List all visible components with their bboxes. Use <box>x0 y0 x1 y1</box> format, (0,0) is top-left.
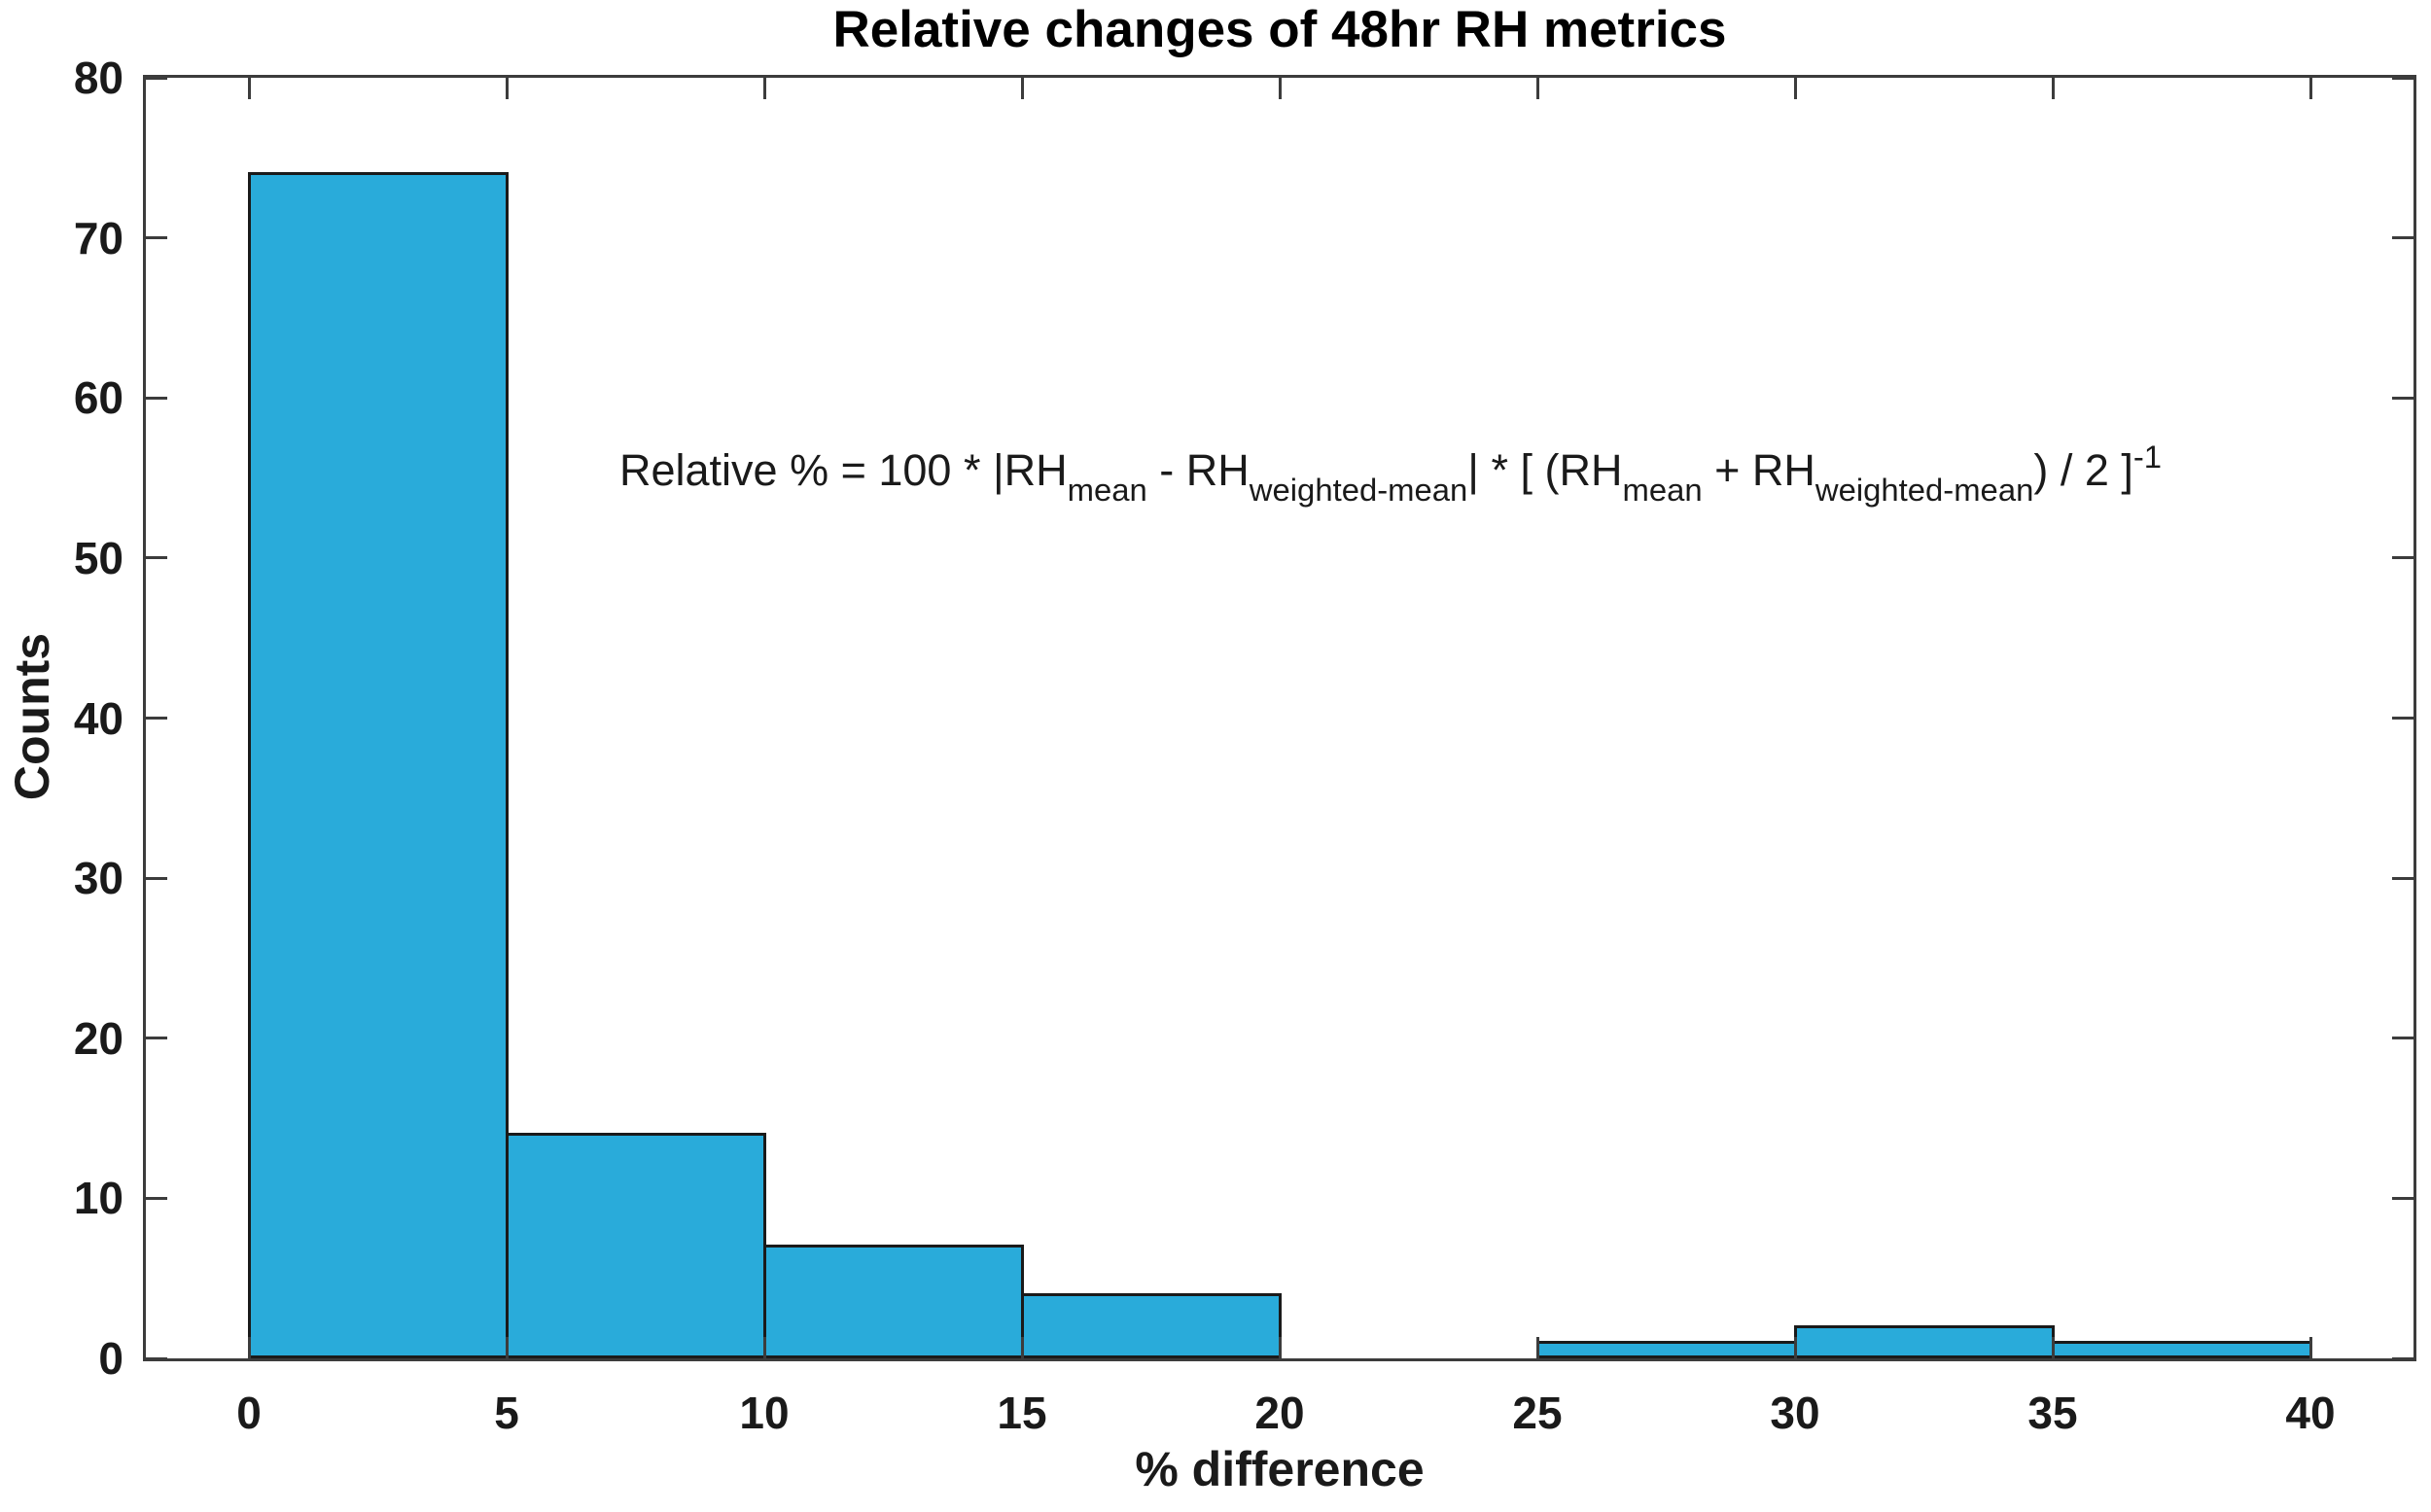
equation-sub: weighted-mean <box>1814 471 2034 508</box>
y-tick-mark-right <box>2392 876 2413 880</box>
equation-text: | * [ (RH <box>1467 445 1623 496</box>
x-tick-label: 0 <box>236 1388 262 1438</box>
histogram-bar <box>505 1133 766 1358</box>
x-tick-mark <box>2051 1337 2055 1358</box>
y-tick-label: 30 <box>73 853 123 904</box>
y-tick-mark <box>146 1356 167 1360</box>
y-tick-mark <box>146 396 167 400</box>
y-tick-label: 70 <box>73 212 123 264</box>
x-tick-mark-top <box>1278 78 1282 99</box>
x-tick-mark <box>247 1337 251 1358</box>
x-tick-mark <box>1020 1337 1024 1358</box>
x-tick-label: 15 <box>997 1388 1047 1438</box>
histogram-bar <box>247 172 509 1358</box>
x-tick-mark-top <box>1535 78 1539 99</box>
y-tick-mark-right <box>2392 1196 2413 1200</box>
equation-sup: -1 <box>2132 439 2163 475</box>
x-tick-label: 35 <box>2027 1388 2078 1438</box>
y-tick-mark-right <box>2392 236 2413 240</box>
chart-title: Relative changes of 48hr RH metrics <box>832 1 1727 58</box>
histogram-bar <box>1793 1324 2055 1358</box>
histogram-bar <box>1535 1341 1797 1358</box>
y-tick-mark-right <box>2392 556 2413 560</box>
y-tick-mark-right <box>2392 396 2413 400</box>
y-tick-mark <box>146 556 167 560</box>
x-tick-mark-top <box>1793 78 1797 99</box>
x-tick-label: 10 <box>739 1388 790 1438</box>
x-tick-label: 40 <box>2285 1388 2336 1438</box>
x-tick-label: 30 <box>1770 1388 1820 1438</box>
y-tick-mark-right <box>2392 1037 2413 1040</box>
y-tick-mark-right <box>2392 1356 2413 1360</box>
equation-text: ) / 2 ] <box>2033 445 2133 496</box>
y-tick-mark <box>146 1037 167 1040</box>
y-tick-mark <box>146 236 167 240</box>
y-tick-label: 0 <box>98 1333 123 1384</box>
y-tick-mark <box>146 717 167 720</box>
equation-sub: mean <box>1622 471 1703 508</box>
x-tick-mark-top <box>2051 78 2055 99</box>
x-tick-mark <box>1793 1337 1797 1358</box>
x-tick-mark-top <box>1020 78 1024 99</box>
x-tick-label: 25 <box>1512 1388 1563 1438</box>
x-tick-mark <box>762 1337 766 1358</box>
equation-annotation: Relative % = 100 * |RHmean - RHweighted-… <box>619 439 2162 509</box>
y-tick-mark <box>146 1196 167 1200</box>
equation-text: + RH <box>1702 445 1815 496</box>
histogram-bar <box>762 1245 1024 1358</box>
x-tick-mark-top <box>2308 78 2312 99</box>
x-tick-mark-top <box>762 78 766 99</box>
y-tick-label: 80 <box>73 53 123 103</box>
x-tick-mark <box>1278 1337 1282 1358</box>
y-tick-mark <box>146 76 167 80</box>
x-axis-label: % difference <box>1135 1442 1425 1496</box>
y-tick-mark-right <box>2392 717 2413 720</box>
x-tick-mark <box>2308 1337 2312 1358</box>
equation-text: Relative % = 100 * |RH <box>619 445 1068 496</box>
equation-sub: mean <box>1067 471 1147 508</box>
x-tick-mark <box>1535 1337 1539 1358</box>
y-tick-label: 50 <box>73 532 123 583</box>
x-tick-mark-top <box>247 78 251 99</box>
x-tick-label: 5 <box>494 1388 519 1438</box>
x-tick-label: 20 <box>1254 1388 1305 1438</box>
histogram-bar <box>1020 1292 1282 1358</box>
equation-text: - RH <box>1146 445 1250 496</box>
y-tick-label: 40 <box>73 692 123 744</box>
y-tick-label: 20 <box>73 1012 123 1064</box>
equation-sub: weighted-mean <box>1249 471 1468 508</box>
y-tick-label: 10 <box>73 1173 123 1224</box>
x-tick-mark <box>505 1337 509 1358</box>
x-tick-mark-top <box>505 78 509 99</box>
y-tick-mark <box>146 876 167 880</box>
y-tick-mark-right <box>2392 76 2413 80</box>
plot-area: Relative % = 100 * |RHmean - RHweighted-… <box>143 75 2416 1361</box>
y-tick-label: 60 <box>73 372 123 424</box>
histogram-bar <box>2051 1341 2312 1358</box>
